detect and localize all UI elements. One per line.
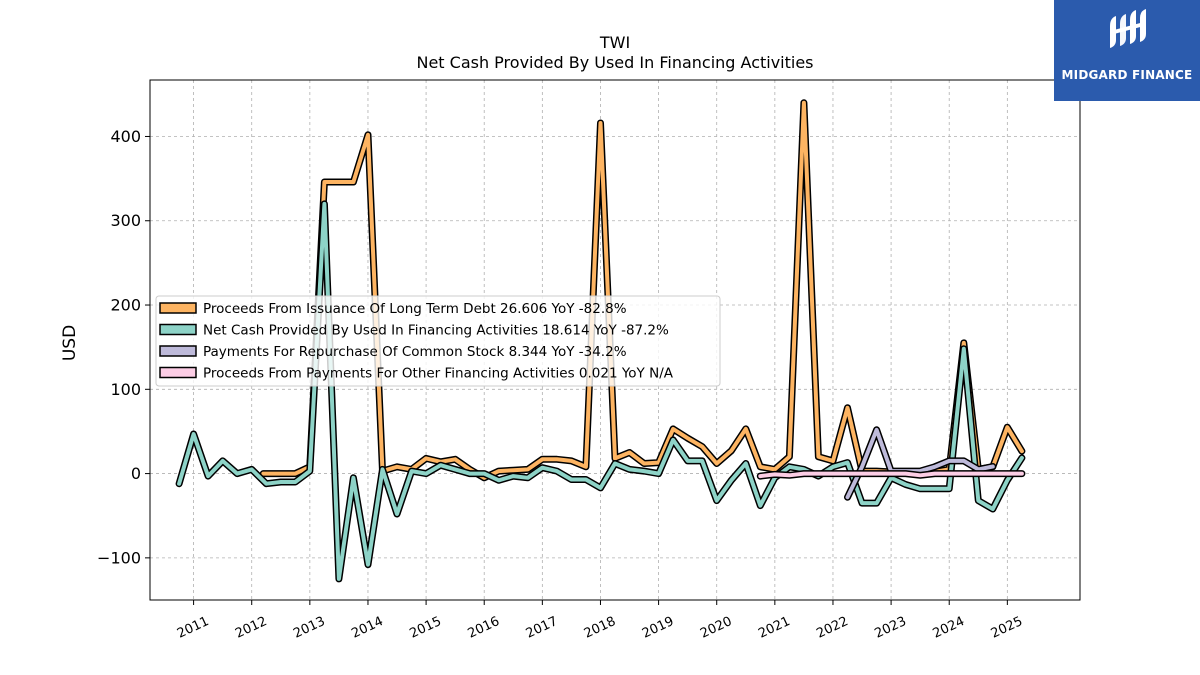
y-tick-label: 200 bbox=[110, 296, 141, 315]
legend-label: Payments For Repurchase Of Common Stock … bbox=[203, 344, 627, 360]
y-tick-label: 400 bbox=[110, 127, 141, 146]
y-tick-label: 300 bbox=[110, 211, 141, 230]
x-tick-label: 2011 bbox=[175, 614, 211, 642]
x-tick-label: 2025 bbox=[989, 614, 1025, 642]
legend-swatch bbox=[159, 366, 197, 379]
legend-swatch bbox=[159, 345, 197, 357]
x-axis: 2011 2012 2013 2014 2015 2016 2017 2018 2019 2020… bbox=[175, 600, 1025, 642]
legend-label: Net Cash Provided By Used In Financing A… bbox=[203, 323, 669, 339]
y-tick-label: 0 bbox=[131, 464, 141, 483]
x-tick-label: 2022 bbox=[814, 614, 850, 642]
x-tick-label: 2016 bbox=[466, 614, 502, 642]
y-axis: −100 0 100 200 300 400 bbox=[97, 127, 150, 567]
plot-lines bbox=[175, 99, 1026, 583]
x-tick-label: 2024 bbox=[931, 614, 967, 642]
series-line bbox=[177, 201, 1024, 581]
x-tick-label: 2012 bbox=[233, 614, 269, 642]
legend-box bbox=[155, 295, 721, 387]
plot-frame bbox=[149, 79, 1081, 601]
chart-title: TWI bbox=[599, 33, 630, 52]
y-tick-label: 100 bbox=[110, 380, 141, 399]
x-tick-label: 2023 bbox=[872, 614, 908, 642]
logo-text: MIDGARD FINANCE bbox=[1061, 68, 1193, 82]
series-line bbox=[845, 427, 995, 500]
brand-logo: MIDGARD FINANCE bbox=[1054, 0, 1200, 101]
legend-swatch bbox=[159, 302, 197, 314]
x-tick-label: 2014 bbox=[349, 614, 385, 642]
chart-subtitle: Net Cash Provided By Used In Financing A… bbox=[416, 53, 813, 72]
x-tick-label: 2018 bbox=[582, 614, 618, 642]
y-axis-label: USD bbox=[60, 325, 80, 361]
x-tick-label: 2015 bbox=[407, 614, 443, 642]
x-tick-label: 2017 bbox=[524, 614, 560, 642]
x-tick-label: 2013 bbox=[291, 614, 327, 642]
series-line bbox=[758, 471, 1024, 479]
legend: Proceeds From Issuance Of Long Term Debt… bbox=[155, 295, 721, 387]
x-tick-label: 2019 bbox=[640, 614, 676, 642]
series-line-outline bbox=[259, 99, 1026, 482]
x-tick-label: 2020 bbox=[698, 614, 734, 642]
legend-swatch bbox=[159, 323, 197, 336]
legend-label: Proceeds From Payments For Other Financi… bbox=[203, 366, 674, 382]
logo-mark-icon bbox=[1110, 9, 1146, 48]
y-tick-label: −100 bbox=[97, 548, 141, 567]
legend-label: Proceeds From Issuance Of Long Term Debt… bbox=[203, 301, 627, 317]
x-tick-label: 2021 bbox=[756, 614, 792, 642]
